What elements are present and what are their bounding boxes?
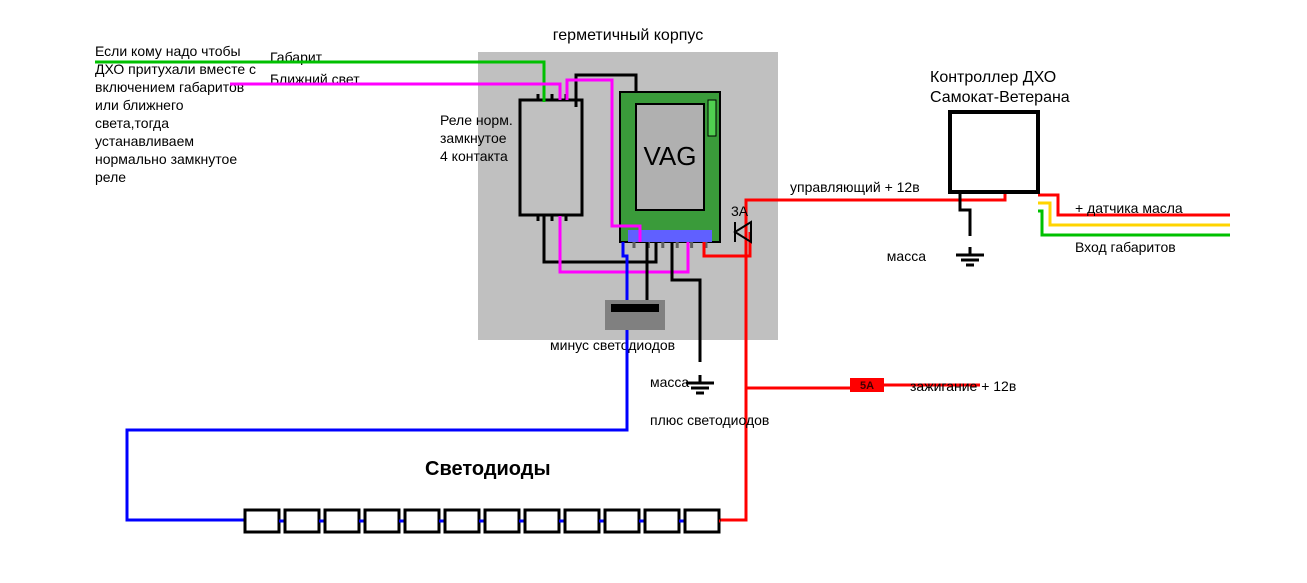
note-line: нормально замкнутое — [95, 151, 237, 167]
led-cell — [405, 510, 439, 532]
controller-title: Контроллер ДХО — [930, 69, 1056, 86]
led-cell — [485, 510, 519, 532]
ctrl12v-label: управляющий + 12в — [790, 179, 920, 195]
note-line: включением габаритов — [95, 79, 244, 95]
led-cell — [445, 510, 479, 532]
vag-connector-top — [708, 100, 716, 136]
led-cell — [645, 510, 679, 532]
title-label: герметичный корпус — [553, 27, 703, 44]
led-cell — [285, 510, 319, 532]
led-cell — [605, 510, 639, 532]
diode-label: 3A — [731, 203, 749, 219]
led-plus-label: плюс светодиодов — [650, 412, 769, 428]
diagram-canvas: герметичный корпусЕсли кому надо чтобыДХ… — [0, 0, 1307, 583]
note-line: света,тогда — [95, 115, 169, 131]
mass-label: масса — [650, 374, 689, 390]
note-line: или ближнего — [95, 97, 184, 113]
fuse-label: 5A — [860, 380, 874, 392]
oil-label: + датчика масла — [1075, 200, 1183, 216]
led-cell — [245, 510, 279, 532]
led-cell — [525, 510, 559, 532]
gab-in-label: Вход габаритов — [1075, 239, 1176, 255]
leds-title: Светодиоды — [425, 458, 551, 480]
relay-caption: замкнутое — [440, 130, 507, 146]
note-line: устанавливаем — [95, 133, 194, 149]
note-line: Если кому надо чтобы — [95, 43, 241, 59]
note-line: реле — [95, 169, 126, 185]
ignition-label: зажигание + 12в — [910, 378, 1016, 394]
mass-label: масса — [887, 248, 926, 264]
led-cell — [565, 510, 599, 532]
led-minus-label: минус светодиодов — [550, 337, 675, 353]
led-cell — [365, 510, 399, 532]
controller-title: Самокат-Ветерана — [930, 89, 1070, 106]
led-cell — [685, 510, 719, 532]
vag-label: VAG — [644, 141, 697, 171]
led-cell — [325, 510, 359, 532]
relay-caption: 4 контакта — [440, 148, 508, 164]
controller-box — [950, 112, 1038, 192]
relay-caption: Реле норм. — [440, 112, 513, 128]
